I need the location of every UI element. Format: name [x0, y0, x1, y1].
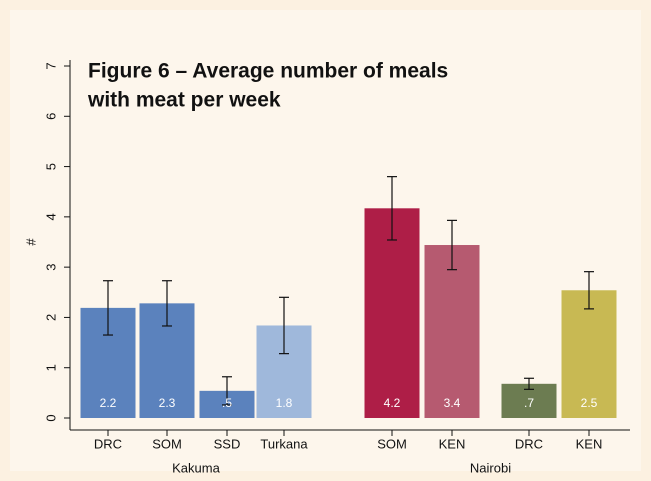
y-tick-label: 0 [43, 414, 58, 421]
value-label: .7 [524, 396, 534, 410]
x-tick-label: SOM [152, 436, 182, 451]
y-axis-label: # [23, 238, 38, 246]
x-tick-label: SOM [377, 436, 407, 451]
x-tick-label: DRC [515, 436, 543, 451]
y-tick-label: 4 [43, 213, 58, 220]
y-tick-label: 7 [43, 62, 58, 69]
x-tick-label: SSD [214, 436, 241, 451]
x-tick-label: KEN [439, 436, 466, 451]
chart-title: Figure 6 – Average number of meals [88, 60, 448, 83]
value-label: 2.5 [581, 396, 598, 410]
group-label: Kakuma [172, 460, 220, 475]
x-tick-label: KEN [576, 436, 603, 451]
chart-title: with meat per week [87, 89, 281, 112]
value-label: 2.2 [100, 396, 117, 410]
bar [364, 208, 420, 418]
y-tick-label: 2 [43, 314, 58, 321]
y-tick-label: 5 [43, 163, 58, 170]
value-label: 3.4 [444, 396, 461, 410]
x-tick-label: DRC [94, 436, 122, 451]
value-label: 1.8 [276, 396, 293, 410]
y-tick-label: 3 [43, 264, 58, 271]
value-label: .5 [222, 396, 232, 410]
x-tick-label: Turkana [260, 436, 308, 451]
value-label: 4.2 [384, 396, 401, 410]
y-tick-label: 1 [43, 364, 58, 371]
bar [424, 245, 480, 418]
value-label: 2.3 [159, 396, 176, 410]
bar [561, 290, 617, 418]
y-tick-label: 6 [43, 113, 58, 120]
group-label: Nairobi [470, 460, 511, 475]
